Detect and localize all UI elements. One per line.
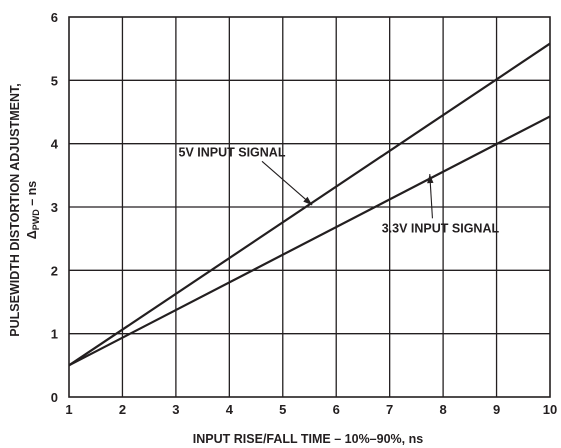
series-line-3-3v bbox=[68, 115, 551, 367]
y-tick-label-5: 5 bbox=[51, 73, 58, 88]
annotation-5v-arrowhead bbox=[303, 196, 313, 206]
y-tick-label-6: 6 bbox=[51, 10, 58, 25]
y-axis-title: PULSEWIDTH DISTORTION ADJUSTMENT, ΔPWD –… bbox=[8, 83, 41, 336]
grid bbox=[69, 17, 550, 397]
x-tick-label-10: 10 bbox=[543, 402, 557, 417]
y-tick-label-1: 1 bbox=[51, 327, 58, 342]
y-tick-label-4: 4 bbox=[51, 137, 59, 152]
y-tick-label-2: 2 bbox=[51, 263, 58, 278]
x-tick-label-5: 5 bbox=[279, 402, 286, 417]
x-tick-label-4: 4 bbox=[226, 402, 234, 417]
plot-frame bbox=[68, 16, 551, 398]
series-line-5v bbox=[68, 42, 551, 367]
series-lines bbox=[68, 42, 551, 367]
annotations: 5V INPUT SIGNAL 3.3V INPUT SIGNAL bbox=[179, 145, 500, 235]
x-axis-title: INPUT RISE/FALL TIME – 10%–90%, ns bbox=[193, 432, 423, 446]
y-axis-title-line1: PULSEWIDTH DISTORTION ADJUSTMENT, bbox=[8, 83, 22, 336]
x-tick-label-3: 3 bbox=[172, 402, 179, 417]
y-axis-title-suffix: – ns bbox=[25, 181, 39, 210]
x-tick-labels: 1 2 3 4 5 6 7 8 9 10 bbox=[65, 402, 557, 417]
y-tick-labels: 0 1 2 3 4 5 6 bbox=[51, 10, 59, 405]
annotation-3-3v-label: 3.3V INPUT SIGNAL bbox=[382, 221, 500, 235]
annotation-5v-arrow bbox=[261, 160, 313, 206]
y-axis-title-symbol: Δ bbox=[25, 230, 39, 239]
x-tick-label-7: 7 bbox=[386, 402, 393, 417]
x-tick-label-8: 8 bbox=[439, 402, 446, 417]
annotation-5v-label: 5V INPUT SIGNAL bbox=[179, 145, 286, 159]
plot-border bbox=[68, 16, 551, 398]
y-axis-title-line2: ΔPWD – ns bbox=[25, 181, 41, 240]
annotation-3-3v-arrowhead bbox=[427, 174, 434, 184]
y-axis-title-subscript: PWD bbox=[31, 209, 41, 230]
y-tick-label-0: 0 bbox=[51, 390, 58, 405]
x-tick-label-9: 9 bbox=[493, 402, 500, 417]
y-tick-label-3: 3 bbox=[51, 200, 58, 215]
x-tick-label-2: 2 bbox=[119, 402, 126, 417]
x-tick-label-1: 1 bbox=[65, 402, 72, 417]
x-tick-label-6: 6 bbox=[333, 402, 340, 417]
